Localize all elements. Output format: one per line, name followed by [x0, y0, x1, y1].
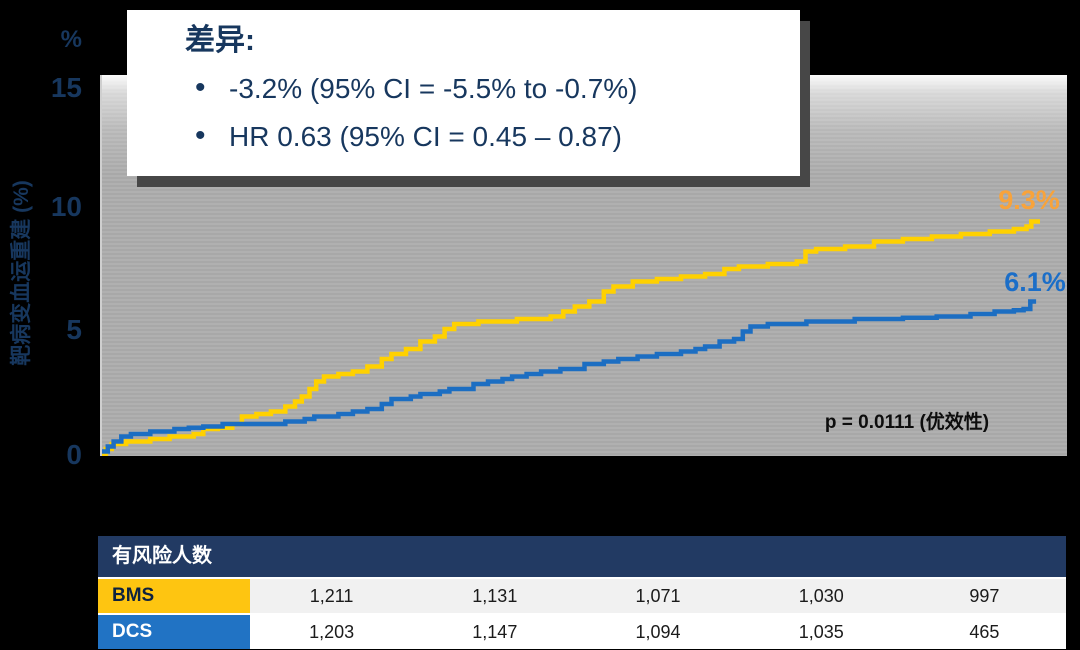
- callout-bullet-1: -3.2% (95% CI = -5.5% to -0.7%): [195, 71, 800, 106]
- y-tick-5: 5: [66, 314, 82, 345]
- y-axis-title: 靶病变血运重建 (%): [10, 180, 33, 366]
- risk-count-cell: 1,071: [635, 586, 681, 606]
- y-axis-unit-label: %: [60, 26, 82, 53]
- y-tick-0: 0: [66, 439, 82, 470]
- risk-row-bms: BMS 1,211 1,131 1,071 1,030 997: [98, 577, 1066, 613]
- difference-callout-box: 差异: -3.2% (95% CI = -5.5% to -0.7%) HR 0.…: [127, 10, 800, 176]
- risk-count-cell: 1,030: [798, 586, 844, 606]
- risk-row-label: BMS: [98, 579, 250, 613]
- risk-table-title: 有风险人数: [98, 536, 1066, 577]
- callout-title: 差异:: [185, 24, 255, 57]
- risk-count-cell: 1,035: [798, 622, 844, 642]
- risk-count-cell: 1,131: [472, 586, 518, 606]
- risk-count-cell: 1,211: [309, 586, 354, 606]
- dcs-end-value-label: 6.1%: [1004, 267, 1066, 297]
- risk-count-cell: 465: [969, 622, 1000, 642]
- y-tick-10: 10: [50, 191, 82, 222]
- risk-row-dcs: DCS 1,203 1,147 1,094 1,035 465: [98, 613, 1066, 649]
- risk-table-rows: BMS 1,211 1,131 1,071 1,030 997 DCS 1,203 1,147 1…: [98, 577, 1066, 649]
- risk-row-label: DCS: [98, 615, 250, 649]
- callout-bullet-2: HR 0.63 (95% CI = 0.45 – 0.87): [195, 119, 800, 154]
- number-at-risk-table: 有风险人数 BMS 1,211 1,131 1,071 1,030 997 DCS 1,203…: [98, 536, 1066, 649]
- bms-end-value-label: 9.3%: [998, 185, 1060, 215]
- dcs-curve: [102, 299, 1037, 454]
- km-step-curves: [102, 219, 1040, 456]
- p-value-label: p = 0.0111 (优效性): [824, 412, 990, 433]
- risk-count-cell: 997: [969, 586, 1000, 606]
- risk-count-cell: 1,147: [472, 622, 518, 642]
- y-tick-15: 15: [50, 72, 82, 103]
- risk-count-cell: 1,094: [635, 622, 681, 642]
- callout-bullet-list: -3.2% (95% CI = -5.5% to -0.7%) HR 0.63 (…: [127, 71, 800, 154]
- risk-count-cell: 1,203: [309, 622, 355, 642]
